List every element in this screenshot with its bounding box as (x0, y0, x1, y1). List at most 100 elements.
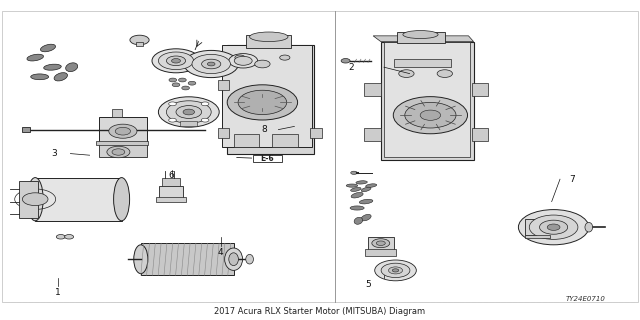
Circle shape (172, 83, 180, 87)
Ellipse shape (234, 56, 252, 65)
Polygon shape (373, 36, 474, 42)
Circle shape (393, 97, 467, 134)
Ellipse shape (184, 50, 239, 77)
Polygon shape (8, 269, 326, 298)
Circle shape (107, 146, 130, 158)
Bar (342, 166, 634, 301)
Bar (112, 109, 122, 117)
Circle shape (109, 124, 137, 138)
Circle shape (188, 81, 196, 85)
Ellipse shape (359, 199, 373, 204)
Bar (227, 45, 314, 154)
Circle shape (227, 85, 298, 120)
Circle shape (22, 193, 48, 206)
Circle shape (341, 59, 350, 63)
Bar (22, 127, 30, 132)
Circle shape (437, 70, 452, 77)
Bar (364, 83, 381, 96)
Circle shape (529, 215, 578, 239)
Bar (397, 32, 445, 43)
Bar (141, 243, 234, 275)
Ellipse shape (176, 106, 202, 118)
Ellipse shape (361, 187, 371, 192)
Ellipse shape (388, 267, 403, 274)
Text: E-6: E-6 (260, 154, 274, 163)
Circle shape (547, 224, 560, 230)
Circle shape (255, 60, 270, 68)
Circle shape (238, 90, 287, 115)
Bar (99, 144, 147, 157)
Circle shape (280, 55, 290, 60)
Bar (136, 42, 143, 46)
Ellipse shape (166, 56, 186, 66)
Polygon shape (10, 32, 320, 272)
Text: 2: 2 (348, 63, 353, 72)
Bar (310, 128, 322, 138)
Bar (472, 128, 488, 141)
Bar (368, 237, 394, 250)
Bar (525, 235, 550, 238)
Bar (384, 42, 470, 157)
Ellipse shape (375, 260, 417, 281)
Circle shape (540, 220, 568, 234)
Ellipse shape (192, 54, 230, 74)
Bar (253, 155, 282, 162)
Circle shape (65, 235, 74, 239)
Circle shape (372, 239, 390, 248)
Circle shape (169, 78, 177, 82)
Bar (222, 45, 312, 147)
Ellipse shape (152, 49, 200, 73)
Ellipse shape (361, 214, 371, 221)
Bar (272, 134, 298, 147)
Text: 2017 Acura RLX Starter Motor (MITSUBA) Diagram: 2017 Acura RLX Starter Motor (MITSUBA) D… (214, 308, 426, 316)
Circle shape (201, 102, 209, 106)
Bar (218, 128, 229, 138)
Ellipse shape (392, 269, 399, 272)
Bar (349, 189, 534, 291)
Text: 1: 1 (55, 288, 60, 297)
Ellipse shape (31, 74, 49, 80)
Circle shape (351, 171, 357, 174)
Ellipse shape (202, 59, 221, 69)
Text: TY24E0710: TY24E0710 (566, 296, 605, 302)
Bar (159, 186, 183, 198)
Circle shape (235, 55, 245, 60)
Bar (394, 59, 451, 67)
Bar (234, 134, 259, 147)
Text: 8: 8 (262, 125, 267, 134)
Ellipse shape (40, 44, 56, 52)
Ellipse shape (28, 178, 44, 221)
Ellipse shape (166, 101, 211, 123)
Ellipse shape (381, 263, 410, 277)
Bar (96, 141, 148, 145)
Text: 3: 3 (52, 149, 57, 158)
Text: 6: 6 (169, 172, 174, 180)
Ellipse shape (27, 54, 44, 61)
Circle shape (201, 118, 209, 122)
Circle shape (169, 118, 177, 122)
Ellipse shape (403, 30, 438, 38)
Bar (19, 181, 38, 218)
Text: 7: 7 (570, 175, 575, 184)
Circle shape (169, 102, 177, 106)
Ellipse shape (172, 59, 180, 63)
Ellipse shape (350, 206, 364, 210)
Ellipse shape (66, 63, 77, 72)
Ellipse shape (134, 245, 148, 274)
Ellipse shape (114, 178, 129, 221)
Circle shape (56, 235, 65, 239)
Circle shape (182, 86, 189, 90)
Bar (162, 178, 180, 186)
Circle shape (130, 35, 149, 45)
Ellipse shape (183, 109, 195, 115)
Ellipse shape (246, 254, 253, 264)
Ellipse shape (250, 32, 288, 42)
Bar (180, 121, 197, 126)
Text: 4: 4 (218, 248, 223, 257)
Ellipse shape (225, 248, 243, 270)
Ellipse shape (346, 184, 358, 187)
Circle shape (518, 210, 589, 245)
Ellipse shape (585, 222, 593, 232)
Ellipse shape (351, 188, 361, 191)
Bar (5, 13, 328, 301)
